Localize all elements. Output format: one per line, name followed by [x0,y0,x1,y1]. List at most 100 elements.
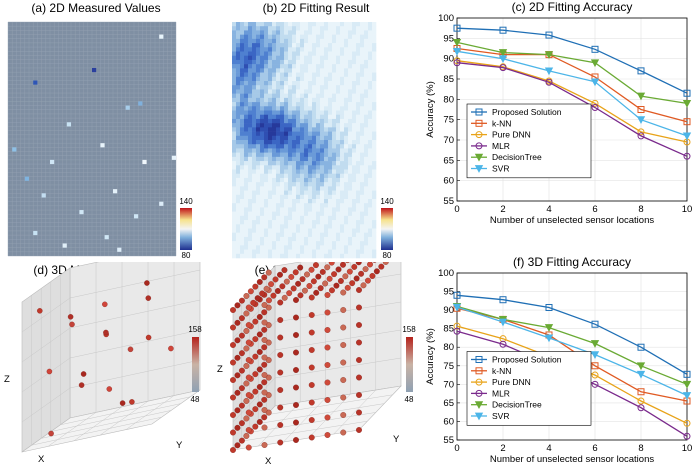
data-point [310,278,317,285]
marker-square [545,304,553,312]
heat-cell [304,165,309,170]
heat-cell [320,194,325,200]
heat-cell [368,26,373,31]
heat-cell [308,194,313,200]
heat-cell [244,59,249,65]
series-line [456,62,688,157]
heat-cell [292,194,297,200]
heat-cell [336,156,341,162]
heat-cell [328,102,333,107]
heat-cell [312,211,317,217]
heat-cell [356,93,361,99]
heat-cell [324,123,329,128]
heat-cell [360,114,365,120]
heat-cell [344,34,349,40]
heat-cell [304,127,309,132]
heat-cell [252,72,257,78]
heat-cell [288,228,293,234]
heat-cell [348,220,353,225]
heat-cell [288,47,293,52]
heat-cell [312,81,317,86]
heat-cell [248,253,253,259]
heat-cell [336,215,341,221]
heat-cell [316,190,321,196]
heat-cell [264,161,269,166]
heat-cell [236,81,241,86]
data-point [261,379,268,386]
heat-cell [236,152,241,158]
heat-cell [312,93,317,99]
heat-cell [232,51,237,57]
heat-cell [352,236,357,242]
heat-cell [260,123,265,128]
heat-cell [372,211,377,217]
x-tick-label: 6 [592,443,597,454]
heat-cell [288,51,293,57]
heat-cell [284,190,289,196]
heat-cell [348,55,353,61]
heat-cell [252,152,257,158]
heat-cell [268,190,273,196]
heat-cell [292,232,297,238]
heat-cell [368,161,373,166]
heat-cell [272,241,277,246]
heat-cell [324,232,329,238]
heat-cell [316,156,321,162]
data-point [297,264,304,271]
data-point [245,427,252,433]
data-point [266,297,272,304]
heat-cell [352,186,357,191]
heat-cell [244,169,249,175]
heat-cell [364,64,369,69]
heat-cell [344,51,349,57]
heat-cell [296,47,301,52]
heat-cell [312,89,317,94]
heat-cell [312,135,317,141]
heat-cell [344,43,349,48]
heat-cell [300,93,305,99]
heat-cell [336,72,341,78]
heat-cell [324,135,329,141]
heat-cell [292,118,297,124]
heat-cell [276,135,281,141]
heat-cell [280,131,285,137]
heat-cell [332,47,337,52]
heat-cell [276,118,281,124]
heat-cell [336,110,341,116]
heat-cell [284,152,289,158]
heat-cell [372,253,377,259]
heat-cell [296,249,301,255]
data-point [106,386,113,392]
heat-cell [332,26,337,31]
data-point [356,287,362,293]
heat-cell [276,55,281,61]
heat-cell [372,47,377,52]
heat-cell [352,199,357,204]
heat-cell [340,34,345,40]
heat-cell [328,140,333,145]
heat-cell [252,182,257,187]
heat-cell [316,203,321,208]
heat-cell [320,245,325,250]
heat-cell [332,236,337,242]
heat-cell [308,68,313,73]
y-tick-label: 80 [443,94,454,105]
heat-cell [284,81,289,86]
heat-cell [260,194,265,200]
heat-cell [244,241,249,246]
heat-cell [340,224,345,229]
heat-cell [336,140,341,145]
heat-cell [368,224,373,229]
heat-cell [360,140,365,145]
heat-cell [364,148,369,153]
heat-cell [308,97,313,103]
heat-cell [324,106,329,111]
heat-cell [260,152,265,158]
data-point [243,433,250,439]
data-point [279,283,286,290]
heat-cell [324,203,329,208]
heat-cell [232,148,237,153]
heat-cell [292,26,297,31]
heat-cell [360,207,365,212]
heat-cell [284,165,289,170]
